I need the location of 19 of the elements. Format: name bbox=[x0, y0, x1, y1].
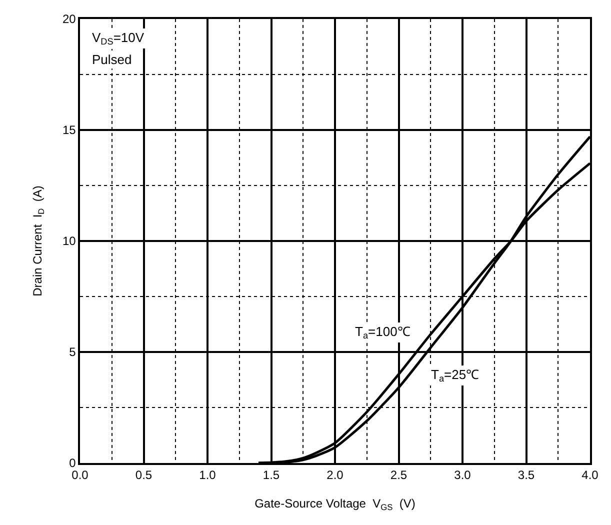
x-tick-label: 4.0 bbox=[582, 468, 599, 482]
x-tick-label: 1.0 bbox=[199, 468, 216, 482]
y-tick-label: 5 bbox=[69, 345, 76, 360]
y-tick-label: 10 bbox=[62, 234, 76, 248]
annotation: Pulsed bbox=[92, 52, 132, 67]
y-tick-label: 20 bbox=[62, 12, 76, 26]
x-tick-label: 0.5 bbox=[135, 468, 152, 482]
x-tick-label: 3.5 bbox=[518, 468, 535, 482]
y-tick-label: 0 bbox=[69, 456, 76, 470]
x-tick-label: 2.0 bbox=[326, 468, 344, 482]
x-axis-title: Gate-Source Voltage V$_{GS}$ (V) bbox=[254, 496, 416, 512]
x-tick-label: 3.0 bbox=[454, 468, 472, 482]
series-label: T$_{a}$=100℃ bbox=[355, 324, 410, 341]
series-label: T$_{a}$=25℃ bbox=[431, 367, 480, 384]
x-tick-label: 1.5 bbox=[262, 468, 280, 482]
x-tick-label: 2.5 bbox=[390, 468, 408, 482]
annotation: V$_{DS}$=10V bbox=[92, 30, 144, 47]
x-tick-label: 0.0 bbox=[72, 468, 89, 482]
y-tick-label: 15 bbox=[62, 123, 76, 138]
